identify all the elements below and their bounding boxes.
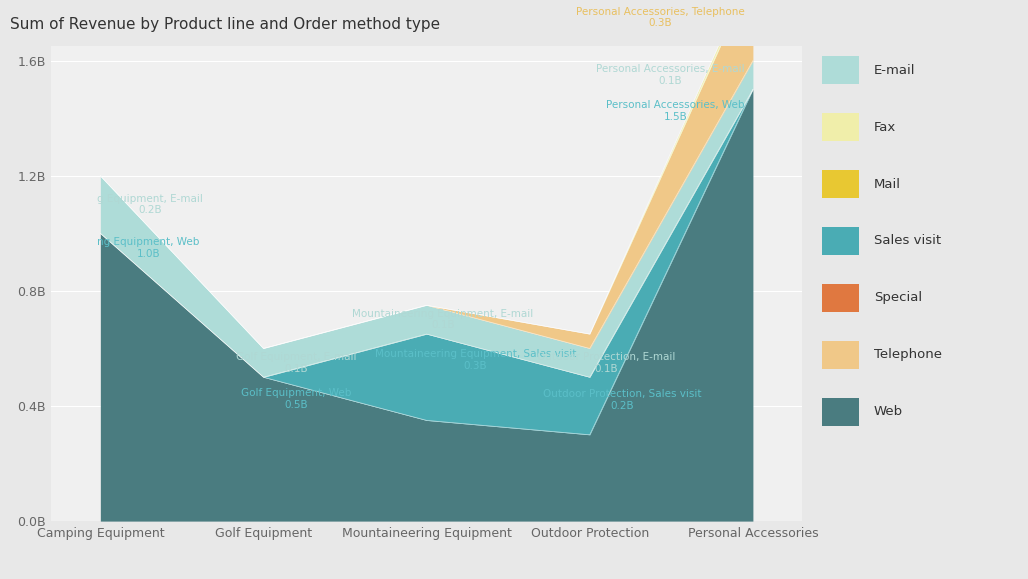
- Text: g Equipment, E-mail
0.2B: g Equipment, E-mail 0.2B: [97, 194, 203, 215]
- Text: Sum of Revenue by Product line and Order method type: Sum of Revenue by Product line and Order…: [10, 17, 440, 32]
- Text: Mail: Mail: [874, 178, 901, 190]
- Bar: [822, 113, 859, 141]
- Text: Golf Equipment, E-mail
0.1B: Golf Equipment, E-mail 0.1B: [235, 352, 357, 373]
- Text: Mountaineering Equipment, Sales visit
0.3B: Mountaineering Equipment, Sales visit 0.…: [375, 349, 577, 371]
- Text: Golf Equipment, Web
0.5B: Golf Equipment, Web 0.5B: [241, 388, 352, 409]
- Bar: [822, 284, 859, 312]
- Text: Special: Special: [874, 291, 922, 305]
- Text: E-mail: E-mail: [874, 64, 915, 76]
- Bar: [822, 227, 859, 255]
- Text: Outdoor Protection, E-mail
0.1B: Outdoor Protection, E-mail 0.1B: [537, 352, 675, 373]
- Text: Personal Accessories, E-mail
0.1B: Personal Accessories, E-mail 0.1B: [596, 64, 744, 86]
- Bar: [822, 56, 859, 85]
- Text: Outdoor Protection, Sales visit
0.2B: Outdoor Protection, Sales visit 0.2B: [543, 390, 702, 411]
- Text: Mountaineering Equipment, E-mail
0.1B: Mountaineering Equipment, E-mail 0.1B: [353, 309, 534, 331]
- Bar: [822, 340, 859, 369]
- Text: Personal Accessories, Telephone
0.3B: Personal Accessories, Telephone 0.3B: [576, 7, 744, 28]
- Text: Web: Web: [874, 405, 903, 419]
- Text: Telephone: Telephone: [874, 349, 942, 361]
- Text: Fax: Fax: [874, 120, 896, 134]
- Text: ng Equipment, Web
1.0B: ng Equipment, Web 1.0B: [97, 237, 199, 259]
- Text: Sales visit: Sales visit: [874, 234, 941, 247]
- Bar: [822, 170, 859, 198]
- Text: Personal Accessories, Web
1.5B: Personal Accessories, Web 1.5B: [607, 100, 744, 122]
- Bar: [822, 398, 859, 426]
